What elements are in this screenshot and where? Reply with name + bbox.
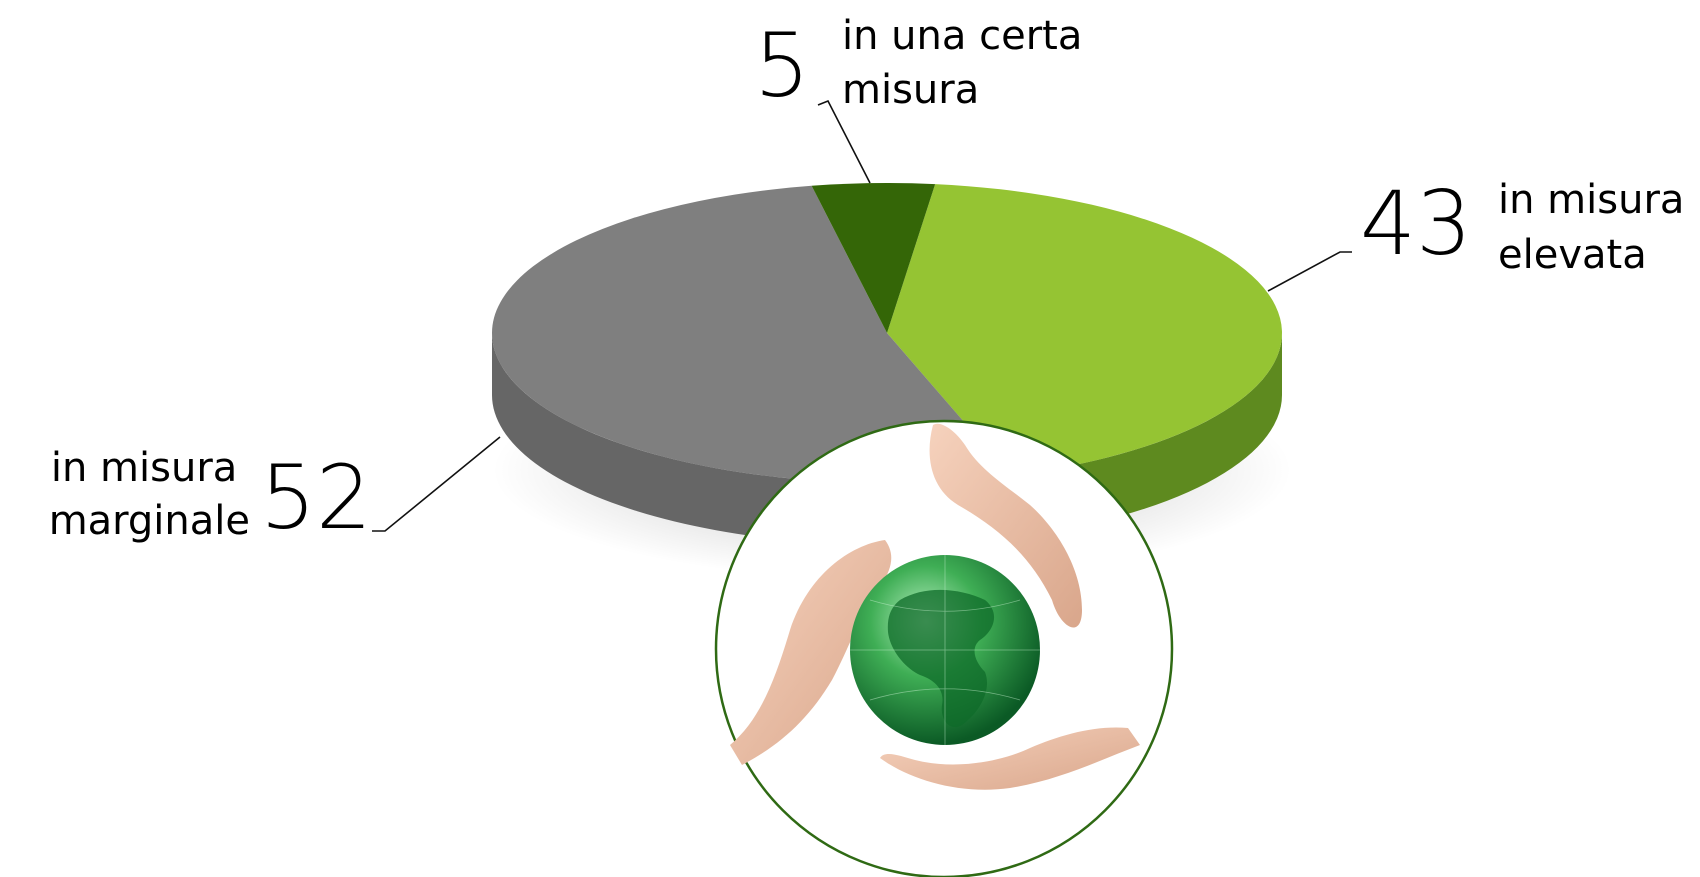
category-label-marginale: in misura marginale (49, 445, 250, 544)
hand-bottom-icon (880, 727, 1140, 790)
pie-slice-0 (887, 184, 1283, 476)
leader-line-marginale (372, 436, 501, 532)
globe-continents (887, 589, 995, 728)
pie-slice-2 (811, 183, 936, 333)
value-label-elevata: 43 (1360, 172, 1472, 275)
pie-tops (492, 183, 1283, 483)
hand-left-icon (730, 540, 892, 765)
category-label-marginale-line2: marginale (49, 498, 250, 544)
leader-line-certa (817, 99, 871, 184)
earth-globe-in-hands-icon (714, 419, 1174, 877)
category-label-elevata: in misura elevata (1498, 177, 1697, 278)
hand-top-icon (929, 423, 1082, 628)
category-label-marginale-line1: in misura (51, 445, 237, 491)
category-label-certa-line2: misura (842, 67, 979, 113)
value-label-certa: 5 (754, 14, 810, 117)
category-label-elevata-line2: elevata (1498, 232, 1647, 278)
category-label-certa-line1: in una certa (842, 13, 1082, 59)
leader-lines (372, 99, 1352, 532)
pie-slice-1 (492, 185, 1011, 483)
globe-grid (850, 555, 1040, 745)
category-label-elevata-line1: in misura (1498, 177, 1684, 223)
value-label-marginale: 52 (260, 446, 372, 549)
leader-line-elevata (1267, 251, 1352, 292)
category-label-certa: in una certa misura (842, 13, 1095, 113)
